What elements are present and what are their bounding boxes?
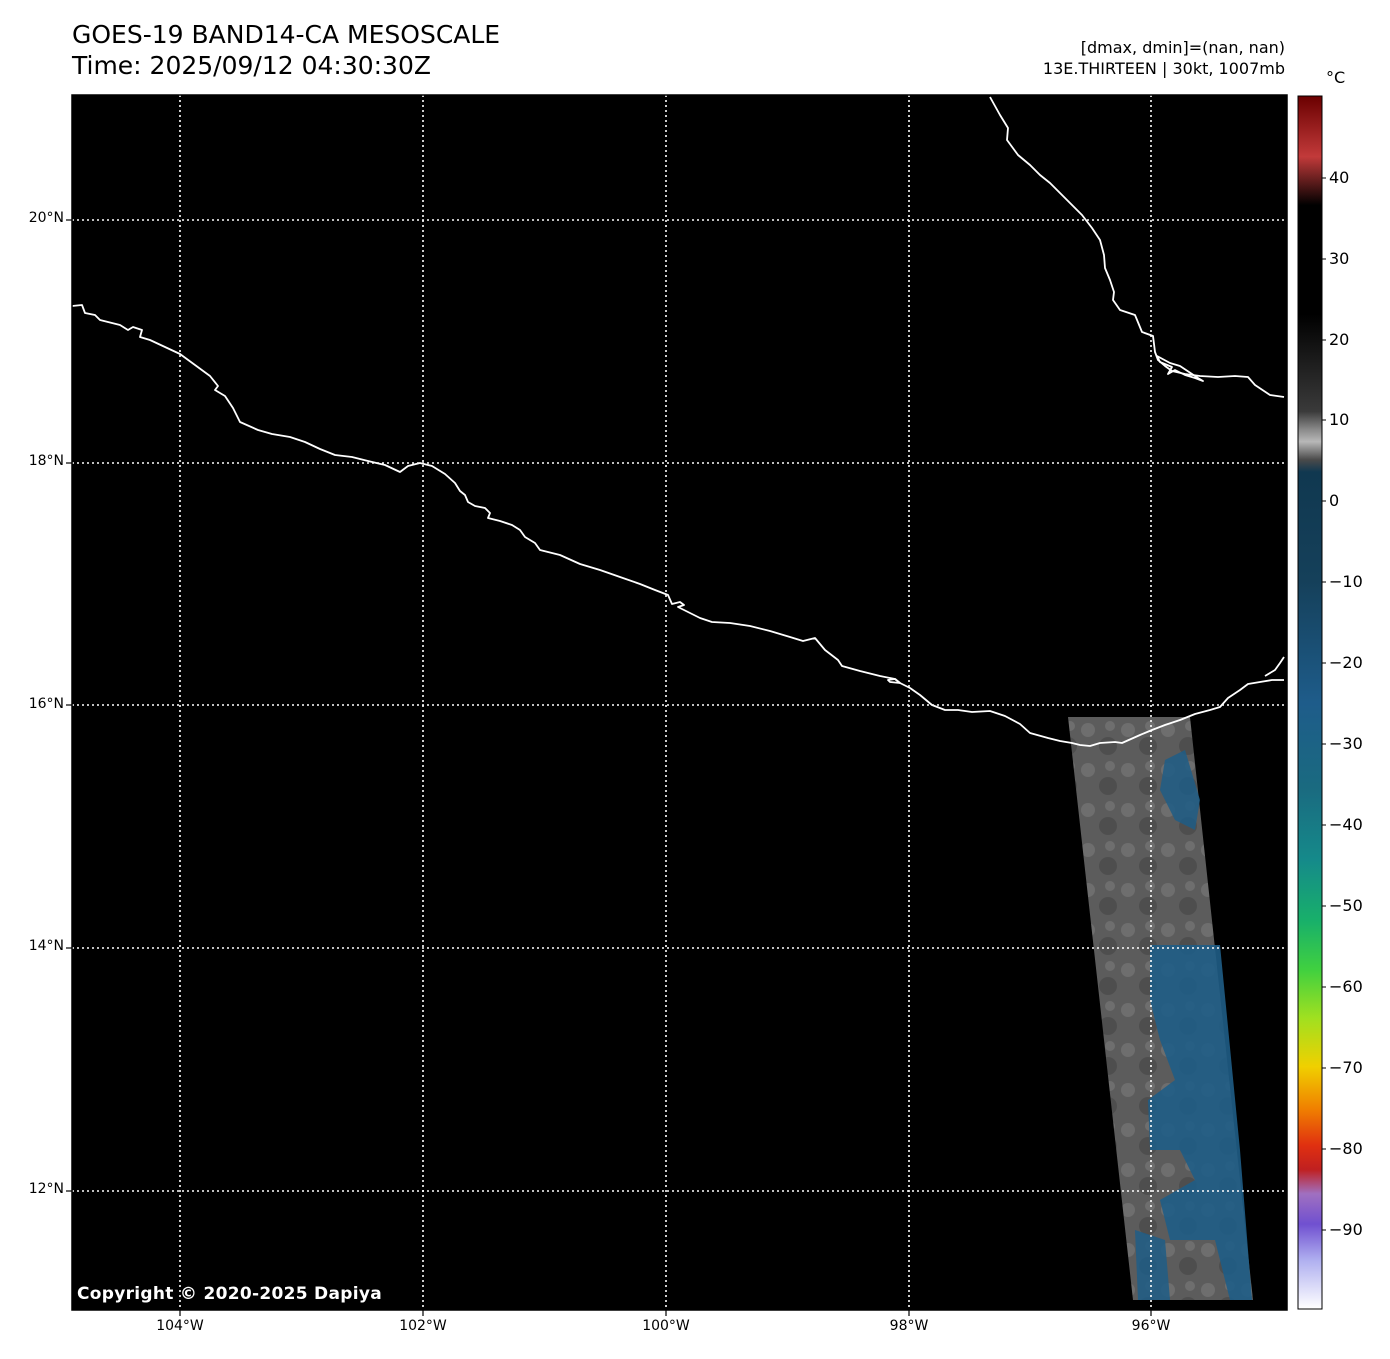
colorbar-tick-label: −30 (1329, 734, 1363, 753)
map-title: GOES-19 BAND14-CA MESOSCALE (72, 20, 501, 49)
imagery-ocean-cold-region-south (1135, 1230, 1170, 1300)
coast-islet-east (1264, 656, 1285, 677)
lon-label-98w: 98°W (889, 1318, 929, 1334)
colorbar-tick-label: −40 (1329, 815, 1363, 834)
coast-islet-west (887, 678, 901, 684)
map-frame (71, 94, 1288, 1311)
colorbar-tick-label: 0 (1329, 491, 1340, 510)
colorbar-tick-label: −50 (1329, 896, 1363, 915)
colorbar-tick-label: −80 (1329, 1139, 1363, 1158)
copyright-notice: Copyright © 2020-2025 Dapiya (77, 1284, 382, 1304)
colorbar-tick-label: −70 (1329, 1058, 1363, 1077)
colorbar-tick-label: −10 (1329, 572, 1363, 591)
colorbar-tick-label: 10 (1329, 410, 1350, 429)
colorbar-ticks (1322, 177, 1326, 1231)
colorbar-tick-label: 30 (1329, 249, 1350, 268)
coastlines (72, 96, 1285, 747)
dmax-dmin-readout: [dmax, dmin]=(nan, nan) (1080, 38, 1285, 57)
lat-label-12n: 12°N (28, 1181, 64, 1197)
pacific-coastline (72, 304, 1284, 747)
colorbar-tick-label: −90 (1329, 1220, 1363, 1239)
map-time: Time: 2025/09/12 04:30:30Z (72, 51, 431, 80)
lat-label-18n: 18°N (28, 453, 64, 469)
lon-label-100w: 100°W (642, 1318, 690, 1334)
map-background (72, 95, 1287, 1310)
colorbar-tick-label: −60 (1329, 977, 1363, 996)
lat-label-14n: 14°N (28, 938, 64, 954)
colorbar-tick-label: 40 (1329, 168, 1350, 187)
colorbar-ramp (1297, 95, 1323, 1310)
storm-info: 13E.THIRTEEN | 30kt, 1007mb (1042, 59, 1285, 78)
lon-label-96w: 96°W (1131, 1318, 1171, 1334)
lat-label-20n: 20°N (28, 210, 64, 226)
imagery-ocean-cold-region-north (1160, 750, 1200, 830)
colorbar-tick-label: 20 (1329, 330, 1350, 349)
colorbar-unit: °C (1326, 68, 1346, 87)
axis-ticks (66, 219, 1152, 1316)
gulf-lagoon (1156, 355, 1204, 382)
colorbar-tick-label: −20 (1329, 653, 1363, 672)
lon-label-102w: 102°W (399, 1318, 447, 1334)
imagery-ocean-cold-region (1148, 945, 1252, 1300)
lat-label-16n: 16°N (28, 696, 64, 712)
lon-label-104w: 104°W (156, 1318, 204, 1334)
gulf-coastline (989, 96, 1285, 398)
